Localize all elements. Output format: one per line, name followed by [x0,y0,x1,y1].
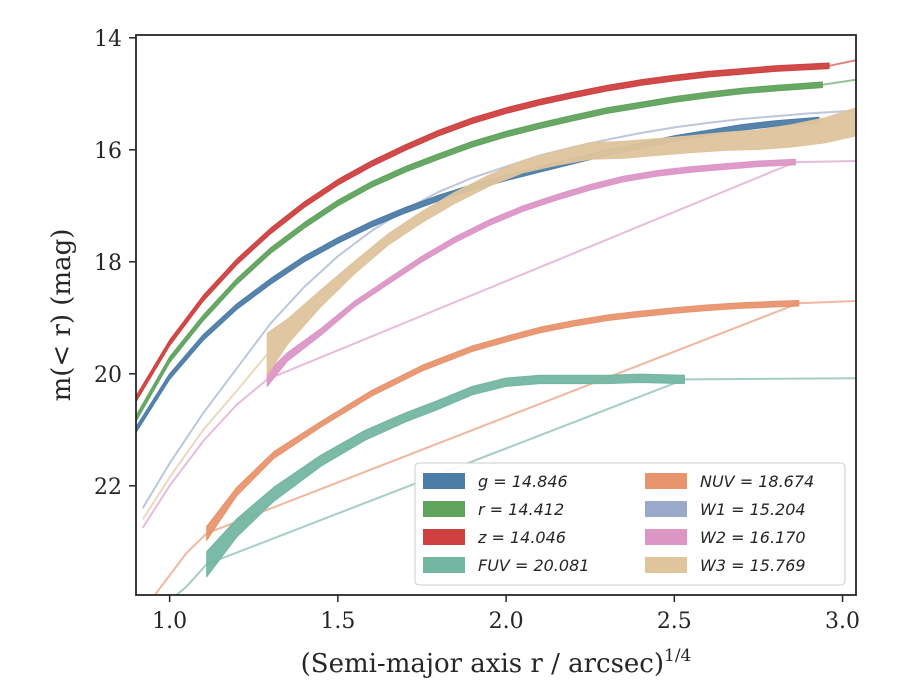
model-curve-r [822,78,856,86]
legend-label-fuv: FUV = 20.081 [478,556,589,575]
legend-label-z: z = 14.046 [477,528,566,547]
y-tick-label: 14 [94,27,122,52]
legend-label-g: g = 14.846 [478,472,568,491]
x-tick-label: 3.0 [825,609,860,634]
x-axis: 1.0 1.5 2.0 2.5 3.0 [152,595,860,634]
y-tick-label: 18 [94,251,122,276]
observed-band-r [136,81,823,422]
legend-label-r: r = 14.412 [478,500,564,519]
model-curve-nuv [153,300,856,595]
legend-swatch-g [423,473,465,489]
y-axis-title: m(< r) (mag) [47,229,77,402]
x-tick-label: 2.5 [657,609,692,634]
observed-band-w3 [266,107,856,376]
legend-label-nuv: NUV = 18.674 [700,472,814,491]
model-curve-w1 [141,109,856,509]
legend-label-w3: W3 = 15.769 [700,556,806,575]
y-tick-label: 22 [94,475,122,500]
y-tick-label: 20 [94,363,122,388]
legend-swatch-w1 [645,501,687,517]
x-tick-label: 1.5 [320,609,355,634]
observed-band-fuv [206,373,685,578]
legend-label-w1: W1 = 15.204 [700,500,806,519]
series-layer [136,59,856,595]
plot-frame [135,34,857,596]
observed-band-z [136,62,830,403]
model-curve-z [828,59,856,67]
observed-band-nuv [206,299,800,541]
x-axis-title: (Semi-major axis r / arcsec)1/4 [301,646,692,679]
model-curve-w3 [141,353,268,520]
legend-swatch-w3 [645,557,687,573]
legend-swatch-nuv [645,473,687,489]
observed-band-w2 [266,158,796,387]
legend-swatch-r [423,501,465,517]
x-tick-label: 2.0 [489,609,524,634]
y-axis: 14 16 18 20 22 [94,27,136,500]
legend-swatch-z [423,529,465,545]
legend-frame [414,462,846,586]
legend-swatch-fuv [423,557,465,573]
y-tick-label: 16 [94,139,122,164]
legend: g = 14.846 r = 14.412 z = 14.046 FUV = 20.0… [414,462,846,586]
legend-label-w2: W2 = 16.170 [700,528,806,547]
legend-swatch-w2 [645,529,687,545]
x-tick-label: 1.0 [152,609,187,634]
